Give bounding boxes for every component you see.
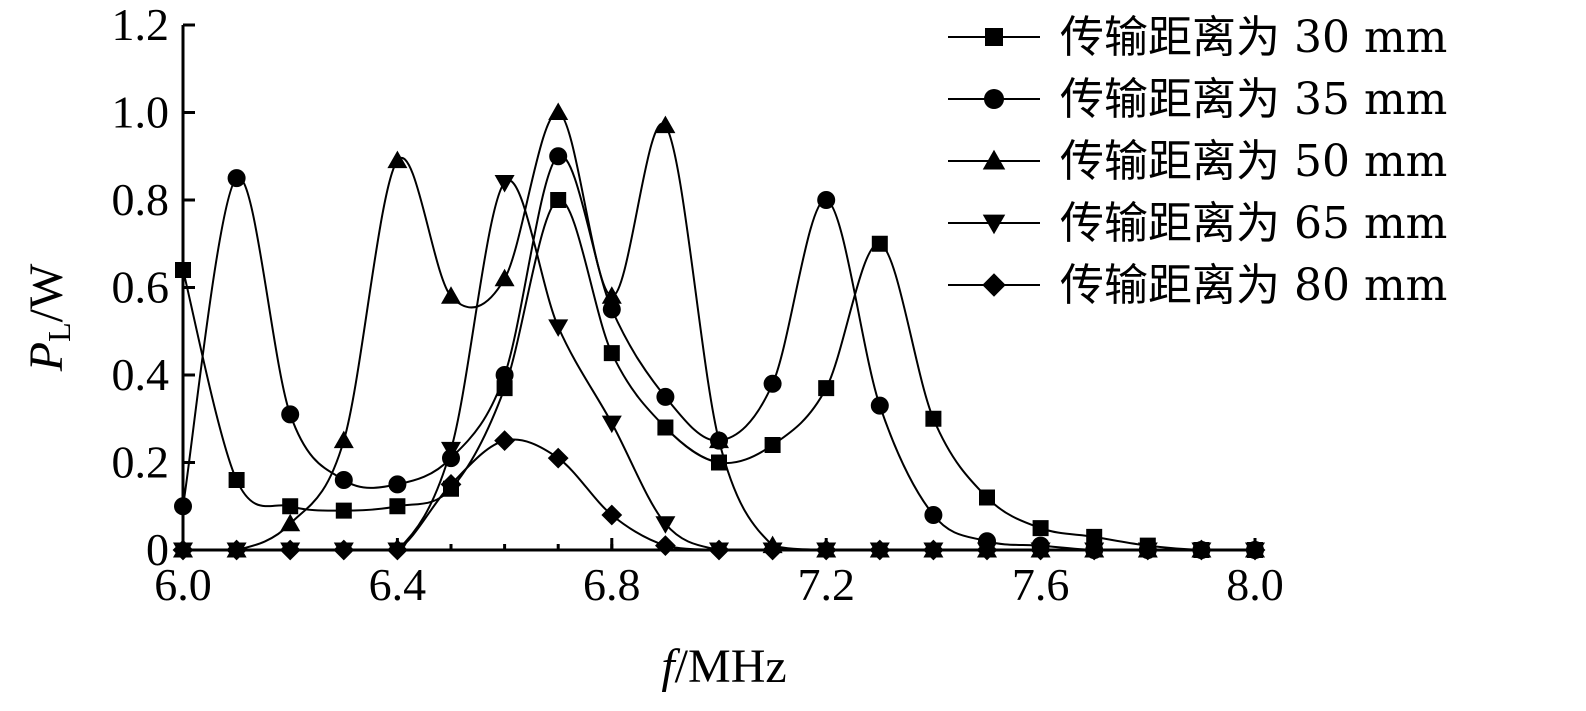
legend-label: 传输距离为 30 mm [1060, 12, 1447, 63]
data-point [441, 441, 461, 460]
data-point [281, 405, 300, 424]
data-point [440, 473, 462, 495]
data-point [494, 268, 515, 287]
legend-label: 传输距离为 80 mm [1060, 260, 1447, 311]
y-tick-label: 1.0 [112, 87, 170, 138]
legend-label: 传输距离为 50 mm [1060, 136, 1447, 187]
data-point [333, 430, 354, 449]
data-point [494, 430, 515, 452]
data-point [818, 380, 835, 397]
y-tick-label: 1.2 [112, 0, 170, 50]
data-point [495, 366, 514, 384]
data-point [657, 419, 674, 436]
data-point [549, 147, 568, 166]
legend-item: 传输距离为 35 mm [948, 74, 1447, 125]
y-tick-label: 0 [146, 524, 169, 575]
data-point [709, 430, 729, 449]
data-point [979, 489, 995, 506]
data-point [1086, 528, 1103, 545]
data-point [282, 498, 299, 515]
y-axis-unit: /W [20, 263, 73, 322]
y-axis-sub: L [41, 322, 77, 342]
legend-marker [982, 149, 1006, 170]
data-point [924, 506, 943, 524]
y-axis-var: P [20, 342, 73, 372]
data-point [601, 415, 622, 434]
x-axis-title: f/MHz [661, 640, 786, 693]
legend-label: 传输距离为 65 mm [1060, 198, 1447, 249]
data-point [228, 472, 245, 488]
x-tick-label: 6.8 [583, 559, 641, 610]
data-point [656, 387, 675, 406]
data-point [441, 286, 461, 304]
legend-item: 传输距离为 80 mm [948, 260, 1447, 311]
y-tick-label: 0.4 [112, 349, 170, 400]
legend-marker [984, 89, 1004, 109]
data-point [655, 516, 676, 534]
data-point [335, 502, 352, 519]
data-point [655, 115, 676, 134]
y-axis-title: PL/W [20, 263, 77, 372]
data-point [387, 150, 408, 169]
data-point [550, 192, 567, 208]
legend-label: 传输距离为 35 mm [1060, 74, 1447, 125]
data-point [227, 169, 246, 188]
series-square [175, 192, 1263, 558]
data-point [548, 102, 569, 120]
data-point [602, 300, 621, 319]
data-point [870, 396, 889, 415]
data-point [334, 471, 353, 489]
series-line [182, 198, 1255, 551]
data-point [389, 498, 406, 515]
data-point [925, 410, 942, 427]
data-point [763, 374, 782, 393]
data-point [603, 345, 620, 362]
x-tick-label: 6.0 [154, 559, 212, 610]
y-tick-label: 0.6 [112, 262, 170, 313]
data-point [764, 437, 781, 453]
data-point [601, 286, 622, 304]
x-axis-unit: /MHz [675, 640, 787, 693]
data-point [1032, 520, 1049, 537]
legend-item: 传输距离为 50 mm [948, 136, 1447, 187]
data-point [494, 175, 515, 193]
data-point [817, 191, 836, 209]
x-tick-label: 6.4 [369, 559, 427, 610]
data-point [388, 475, 407, 494]
data-point [280, 513, 301, 532]
data-point [601, 504, 623, 526]
data-point [548, 319, 569, 337]
x-tick-label: 7.6 [1012, 559, 1070, 610]
legend-item: 传输距离为 65 mm [948, 198, 1447, 249]
y-tick-label: 0.2 [112, 437, 170, 488]
legend-marker [982, 214, 1006, 235]
legend-marker [982, 273, 1006, 297]
data-point [871, 235, 888, 252]
y-tick-label: 0.8 [112, 174, 170, 225]
x-tick-label: 8.0 [1226, 559, 1284, 610]
legend: 传输距离为 30 mm 传输距离为 35 mm 传输距离为 50 mm 传输距离为 6… [948, 12, 1447, 311]
legend-marker [985, 28, 1003, 46]
legend-item: 传输距离为 30 mm [948, 12, 1447, 63]
ticks-layer: 0 0.2 0.4 0.6 0.8 1.0 1.2 6.0 6.4 6.8 7.2 7.6 8.0 [112, 0, 1284, 610]
data-point [547, 447, 569, 469]
x-tick-label: 7.2 [797, 559, 855, 610]
